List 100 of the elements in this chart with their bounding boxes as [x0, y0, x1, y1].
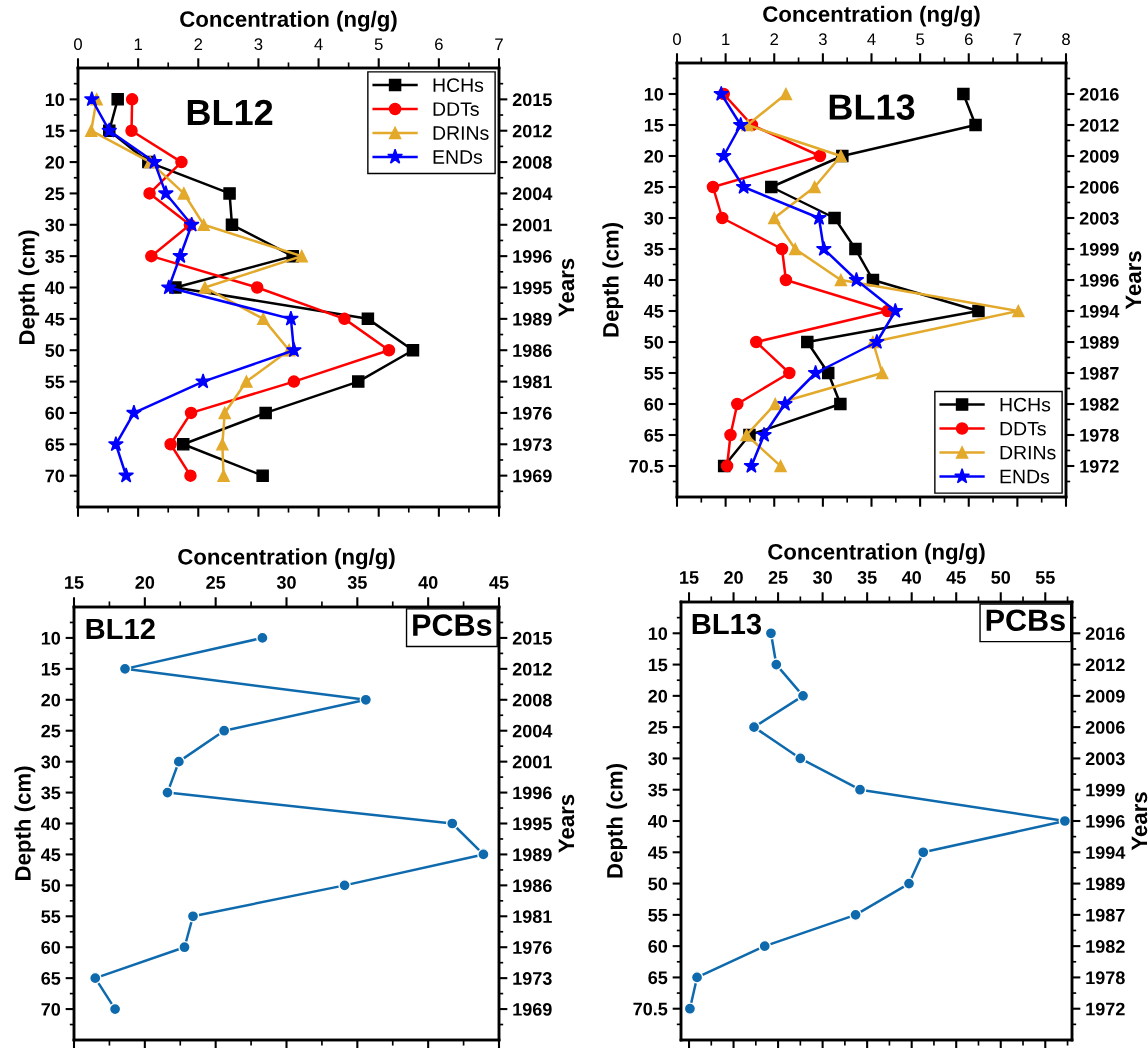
y2-tick-label: 1986	[513, 879, 552, 893]
x-tick-label: 55	[1035, 571, 1055, 584]
x-tick-label: 2	[770, 33, 779, 45]
y-tick-label: 35	[648, 783, 668, 797]
x-tick-label: 20	[135, 576, 155, 589]
annotation: BL12	[187, 99, 273, 125]
y-tick-label: 45	[45, 312, 65, 326]
y2-tick-label: 1973	[513, 438, 552, 452]
y2-tick-label: 1981	[513, 910, 552, 924]
annotation: PCBs	[413, 614, 492, 636]
y2-tick-label: 1973	[513, 972, 552, 985]
y-axis-title: Depth (cm)	[14, 766, 36, 881]
y2-tick-label: 1994	[1080, 304, 1120, 318]
y-tick-label: 65	[41, 972, 61, 985]
y-tick-label: 20	[648, 689, 668, 703]
y-tick-label: 50	[644, 335, 664, 349]
y2-tick-label: 2001	[512, 218, 552, 232]
y-tick-label: 20	[45, 156, 65, 169]
y-tick-label: 50	[45, 344, 65, 357]
x-tick-label: 35	[347, 576, 367, 589]
y2-tick-label: 1987	[1080, 366, 1119, 380]
y2-tick-label: 2016	[1085, 627, 1125, 641]
y-tick-label: 40	[648, 814, 668, 828]
y2-tick-label: 1996	[513, 786, 552, 800]
y2-tick-label: 1996	[513, 250, 552, 263]
y-axis-title: Depth (cm)	[606, 764, 628, 878]
x-tick-label: 20	[724, 571, 743, 584]
x-tick-label: 2	[194, 38, 203, 50]
y-tick-label: 30	[41, 755, 61, 769]
y-tick-label: 25	[644, 180, 664, 194]
y-tick-label: 25	[45, 187, 65, 201]
x-axis-title: Concentration (ng/g)	[763, 5, 980, 27]
x-tick-label: 40	[418, 576, 438, 589]
x-tick-label: 8	[1062, 33, 1070, 46]
y2-tick-label: 1995	[513, 817, 552, 831]
y-axis-title: Depth (cm)	[602, 223, 624, 337]
y2-axis-title: Years	[558, 258, 575, 317]
y-tick-label: 65	[644, 428, 664, 442]
y2-tick-label: 1987	[1086, 908, 1125, 922]
y-tick-label: 25	[41, 724, 61, 738]
y2-tick-label: 1976	[513, 406, 552, 420]
y-axis-title: Depth (cm)	[18, 230, 40, 345]
x-tick-label: 4	[314, 38, 323, 50]
y2-tick-label: 1999	[1080, 242, 1119, 256]
x-axis-title: Concentration (ng/g)	[180, 10, 397, 32]
x-tick-label: 5	[374, 38, 383, 51]
y-tick-label: 60	[644, 397, 664, 411]
y2-tick-label: 2015	[512, 93, 552, 107]
y-tick-label: 35	[41, 786, 61, 800]
x-tick-label: 0	[673, 33, 681, 46]
annotation: BL13	[829, 94, 915, 120]
x-tick-label: 5	[916, 33, 925, 46]
x-tick-label: 7	[1013, 33, 1022, 45]
legend-label: ENDs	[1000, 469, 1050, 484]
legend-label: ENDs	[433, 150, 483, 164]
y-tick-label: 55	[644, 367, 664, 380]
x-tick-label: 30	[812, 571, 832, 584]
y-tick-label: 65	[45, 438, 65, 452]
legend-label: DDTs	[1000, 421, 1046, 436]
y-tick-label: 50	[41, 879, 61, 893]
y-tick-label: 20	[644, 149, 664, 163]
x-axis-title: Concentration (ng/g)	[768, 543, 985, 565]
x-tick-label: 35	[857, 571, 877, 584]
x-tick-label: 25	[768, 571, 788, 584]
y-tick-label: 40	[45, 281, 65, 295]
x-tick-label: 1	[722, 33, 730, 45]
y2-tick-label: 1969	[513, 1003, 552, 1016]
y2-tick-label: 2012	[512, 124, 552, 138]
y-tick-label: 30	[45, 218, 65, 232]
y2-tick-label: 1972	[1080, 459, 1119, 473]
y-tick-label: 50	[648, 877, 668, 891]
y-tick-label: 10	[41, 631, 61, 645]
y2-tick-label: 2003	[1085, 752, 1125, 766]
y2-tick-label: 2009	[1079, 149, 1119, 163]
y2-tick-label: 1972	[1086, 1002, 1125, 1016]
y-tick-label: 70.5	[633, 1002, 668, 1016]
y2-tick-label: 1982	[1086, 940, 1125, 953]
y-tick-label: 55	[41, 910, 61, 924]
y-tick-label: 35	[644, 242, 664, 256]
y-tick-label: 40	[41, 817, 61, 831]
y2-tick-label: 1999	[1086, 783, 1125, 797]
y2-tick-label: 1978	[1086, 971, 1125, 985]
y-tick-label: 15	[648, 658, 668, 672]
y-tick-label: 45	[41, 848, 61, 862]
y2-tick-label: 2012	[1085, 658, 1125, 672]
y2-tick-label: 1981	[513, 375, 552, 389]
y-tick-label: 10	[45, 93, 65, 107]
x-tick-label: 50	[991, 571, 1011, 584]
y-tick-label: 15	[41, 662, 61, 676]
y2-tick-label: 2004	[512, 187, 553, 201]
y-tick-label: 70.5	[629, 459, 664, 473]
y-tick-label: 70	[41, 1003, 61, 1016]
y2-axis-title: Years	[558, 794, 575, 853]
y2-tick-label: 2012	[1079, 118, 1119, 132]
y-tick-label: 30	[648, 752, 668, 766]
y2-tick-label: 2006	[1079, 180, 1119, 194]
y-tick-label: 10	[648, 627, 668, 641]
y-tick-label: 15	[45, 124, 65, 138]
legend-label: HCHs	[433, 78, 484, 92]
x-tick-label: 3	[254, 38, 263, 51]
